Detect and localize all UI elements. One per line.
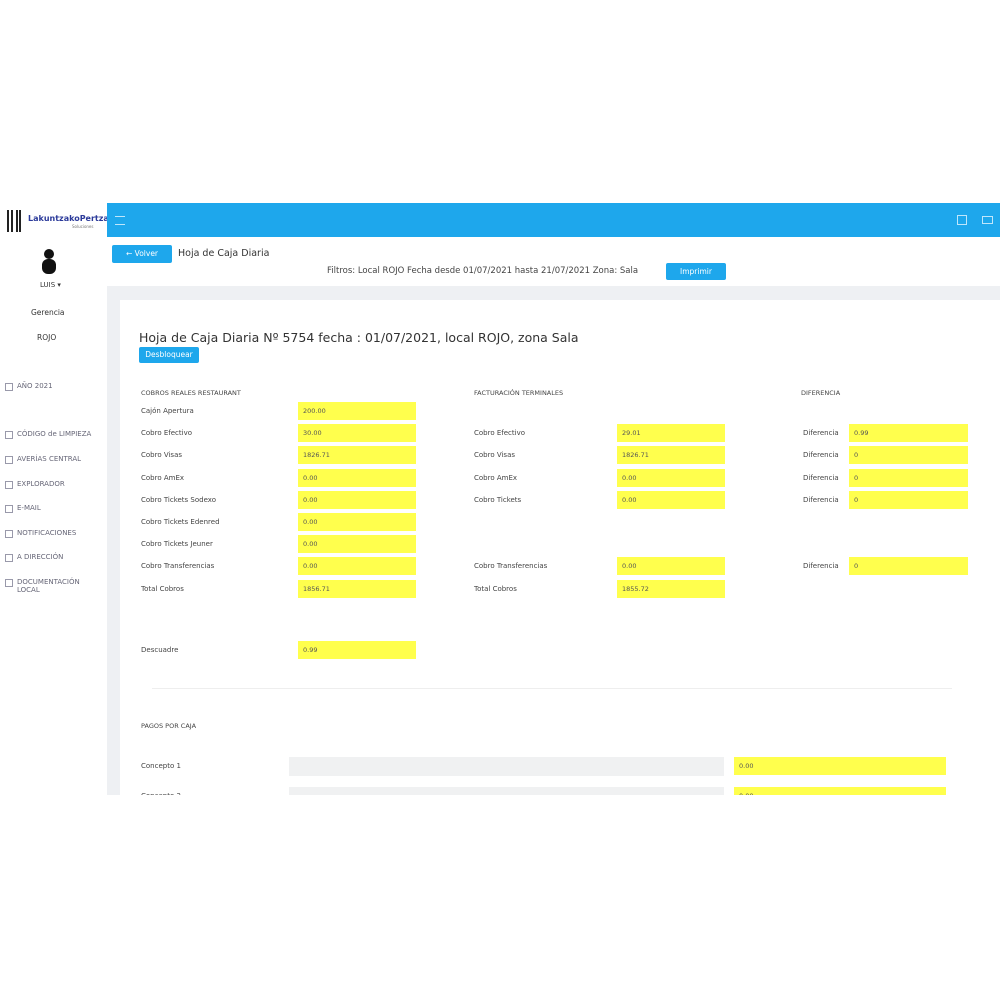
unlock-button[interactable]: Desbloquear (139, 347, 199, 363)
payment-field: 0.00 (734, 787, 946, 795)
row-label: Cobro Tickets Jeuner (141, 540, 213, 549)
local: ROJO (37, 333, 57, 342)
sidebar: LakuntzakoPertza Soluciones LUIS ▾ Geren… (0, 203, 109, 795)
terminal-label: Total Cobros (474, 584, 517, 593)
brand: LakuntzakoPertza (28, 214, 109, 223)
row-label: Cobro Tickets Edenred (141, 518, 220, 526)
cash-field: 30.00 (298, 424, 416, 443)
cash-field: 0.00 (298, 468, 416, 487)
diff-label: Diferencia (803, 562, 839, 571)
diff-field: 0 (849, 446, 968, 465)
row-label: Cajón Apertura (141, 407, 194, 415)
sheet-title: Hoja de Caja Diaria Nº 5754 fecha : 01/0… (139, 330, 579, 345)
app: LakuntzakoPertza Soluciones LUIS ▾ Geren… (0, 203, 1000, 795)
terminal-field: 29.01 (617, 424, 725, 443)
terminal-label: Cobro Transferencias (474, 562, 548, 571)
payment-concept-field (289, 757, 724, 776)
mismatch-field: 0.99 (298, 641, 416, 659)
diff-label: Diferencia (803, 495, 839, 504)
terminal-label: Cobro AmEx (474, 473, 518, 482)
row-label: Cobro Tickets Sodexo (141, 495, 216, 504)
print-button[interactable]: Imprimir (666, 263, 726, 280)
menu-item[interactable]: AVERÍAS CENTRAL (17, 455, 82, 463)
menu-icon (5, 383, 13, 391)
menu-item[interactable]: A DIRECCIÓN (17, 553, 64, 561)
role: Gerencia (31, 308, 65, 317)
mail-icon[interactable] (982, 216, 993, 224)
user-menu[interactable]: LUIS ▾ (40, 281, 61, 289)
brand-sub: Soluciones (72, 224, 94, 229)
terminal-field: 0.00 (617, 490, 725, 509)
diff-field: 0.99 (849, 424, 968, 443)
menu-icon (5, 554, 13, 562)
diff-field: 0 (849, 557, 968, 576)
diff-label: Diferencia (803, 429, 839, 438)
mismatch-label: Descuadre (141, 646, 179, 654)
menu-item[interactable]: AÑO 2021 (17, 382, 53, 390)
section-heading: FACTURACIÓN TERMINALES (474, 389, 564, 397)
section-heading: COBROS REALES RESTAURANT (141, 389, 241, 397)
terminal-field: 0.00 (617, 468, 725, 487)
top-bar (107, 203, 1000, 237)
menu-icon (5, 431, 13, 439)
diff-field: 0 (849, 490, 968, 509)
payment-field: 0.00 (734, 757, 946, 775)
menu-icon (5, 481, 13, 489)
menu-icon (5, 456, 13, 464)
payment-concept-field (289, 787, 724, 795)
row-label: Cobro Efectivo (141, 429, 193, 438)
section-heading: DIFERENCIA (801, 389, 841, 397)
logo-icon (7, 210, 21, 232)
edit-icon[interactable] (957, 215, 967, 225)
terminal-field: 1826.71 (617, 446, 725, 465)
cash-field: 1856.71 (298, 579, 416, 598)
filters: Filtros: Local ROJO Fecha desde 01/07/20… (327, 266, 639, 276)
header: ← Volver Hoja de Caja Diaria Filtros: Lo… (107, 237, 1000, 286)
terminal-label: Cobro Tickets (474, 495, 522, 504)
header-title: Hoja de Caja Diaria (178, 248, 270, 259)
cash-field: 0.00 (298, 557, 416, 576)
terminal-label: Cobro Visas (474, 451, 516, 460)
menu-icon (5, 530, 13, 538)
payments-heading: PAGOS POR CAJA (141, 722, 197, 730)
menu-icon (5, 579, 13, 587)
avatar (42, 249, 56, 274)
cash-field: 0.00 (298, 490, 416, 509)
terminal-field: 0.00 (617, 557, 725, 576)
row-label: Cobro AmEx (141, 473, 185, 482)
terminal-label: Cobro Efectivo (474, 429, 526, 438)
cash-field: 0.00 (298, 535, 416, 554)
cash-field: 200.00 (298, 402, 416, 420)
menu-item[interactable]: DOCUMENTACIÓN LOCAL (17, 578, 80, 594)
menu-item[interactable]: EXPLORADOR (17, 480, 65, 488)
payment-label: Concepto 2 (141, 792, 181, 795)
row-label: Total Cobros (141, 584, 184, 593)
payment-label: Concepto 1 (141, 762, 181, 770)
menu-item[interactable]: E-MAIL (17, 504, 41, 512)
back-button[interactable]: ← Volver (112, 245, 172, 263)
row-label: Cobro Visas (141, 451, 183, 460)
terminal-field: 1855.72 (617, 579, 725, 598)
cash-field: 1826.71 (298, 446, 416, 465)
divider (152, 688, 952, 689)
diff-field: 0 (849, 468, 968, 487)
cash-field: 0.00 (298, 513, 416, 531)
row-label: Cobro Transferencias (141, 562, 215, 571)
menu-item[interactable]: NOTIFICACIONES (17, 529, 77, 537)
diff-label: Diferencia (803, 451, 839, 460)
menu-icon (5, 505, 13, 513)
user[interactable]: LUIS (40, 281, 56, 289)
menu-item[interactable]: CÓDIGO de LIMPIEZA (17, 430, 92, 438)
diff-label: Diferencia (803, 473, 839, 482)
back-label[interactable]: Volver (134, 249, 159, 258)
menu-toggle[interactable] (115, 216, 125, 225)
sheet-card: Hoja de Caja Diaria Nº 5754 fecha : 01/0… (120, 300, 1000, 795)
